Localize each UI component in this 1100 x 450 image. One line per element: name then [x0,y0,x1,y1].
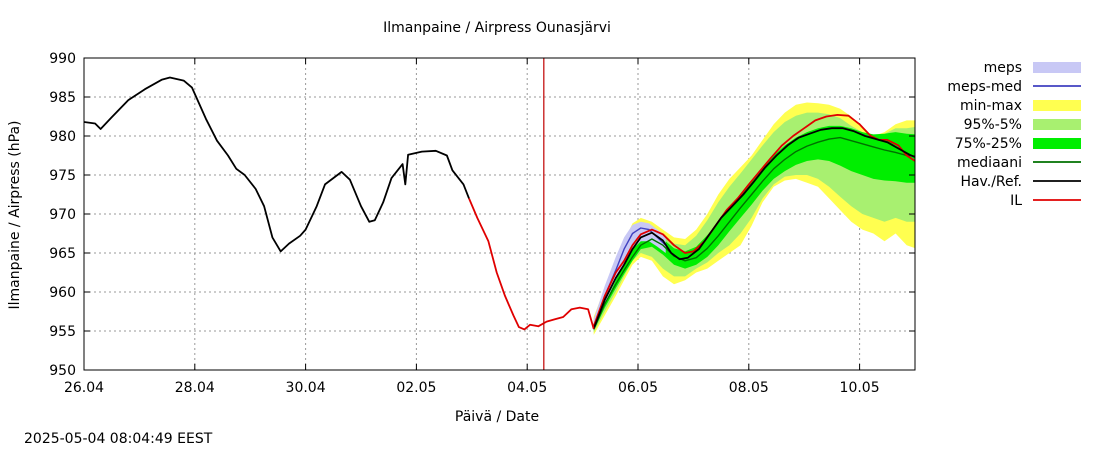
legend-label-il: IL [1010,193,1022,209]
line-il-forecast [592,114,915,327]
line-mediaani [593,136,915,330]
x-tick-label: 08.05 [729,380,769,396]
x-tick-label: 30.04 [286,380,326,396]
y-tick-label: 965 [49,246,76,262]
legend-label-meps_med: meps-med [947,79,1022,95]
x-tick-label: 28.04 [175,380,215,396]
y-tick-label: 985 [49,90,76,106]
series-group [84,76,915,335]
y-axis-label: Ilmanpaine / Airpress (hPa) [7,121,23,310]
legend-label-minmax: min-max [960,98,1022,114]
legend-label-mediaani: mediaani [957,155,1022,171]
x-tick-label: 02.05 [396,380,436,396]
y-tick-label: 990 [49,51,76,67]
y-tick-label: 975 [49,168,76,184]
legend-swatch-p75_25 [1033,138,1081,149]
x-tick-label: 04.05 [507,380,547,396]
band-75-25 [593,125,915,331]
x-tick-label: 06.05 [618,380,658,396]
legend-swatch-p95_5 [1033,119,1081,130]
plot-area: 950 955 960 965 970 975 980 985 990 26.04 28.04 30.… [49,51,916,396]
y-tick-label: 980 [49,129,76,145]
chart-title: Ilmanpaine / Airpress Ounasjärvi [383,20,611,36]
x-tick-label: 10.05 [840,380,880,396]
y-tick-label: 950 [49,363,76,379]
line-observed-forecast [592,127,915,330]
legend: meps meps-med min-max 95%-5% 75%-25% mediaani… [947,60,1081,209]
legend-swatch-meps [1033,62,1081,73]
grid [84,58,915,370]
legend-label-observed: Hav./Ref. [960,174,1022,190]
line-observed [84,76,470,253]
x-axis-label: Päivä / Date [455,409,539,425]
timestamp-label: 2025-05-04 08:04:49 EEST [24,431,213,447]
band-95-5 [593,112,915,333]
legend-swatch-minmax [1033,100,1081,111]
legend-label-p95_5: 95%-5% [964,117,1022,133]
y-tick-label: 955 [49,324,76,340]
line-il [468,198,595,331]
legend-label-p75_25: 75%-25% [955,136,1022,152]
legend-label-meps: meps [984,60,1022,76]
x-tick-label: 26.04 [64,380,104,396]
y-tick-label: 960 [49,285,76,301]
y-tick-label: 970 [49,207,76,223]
